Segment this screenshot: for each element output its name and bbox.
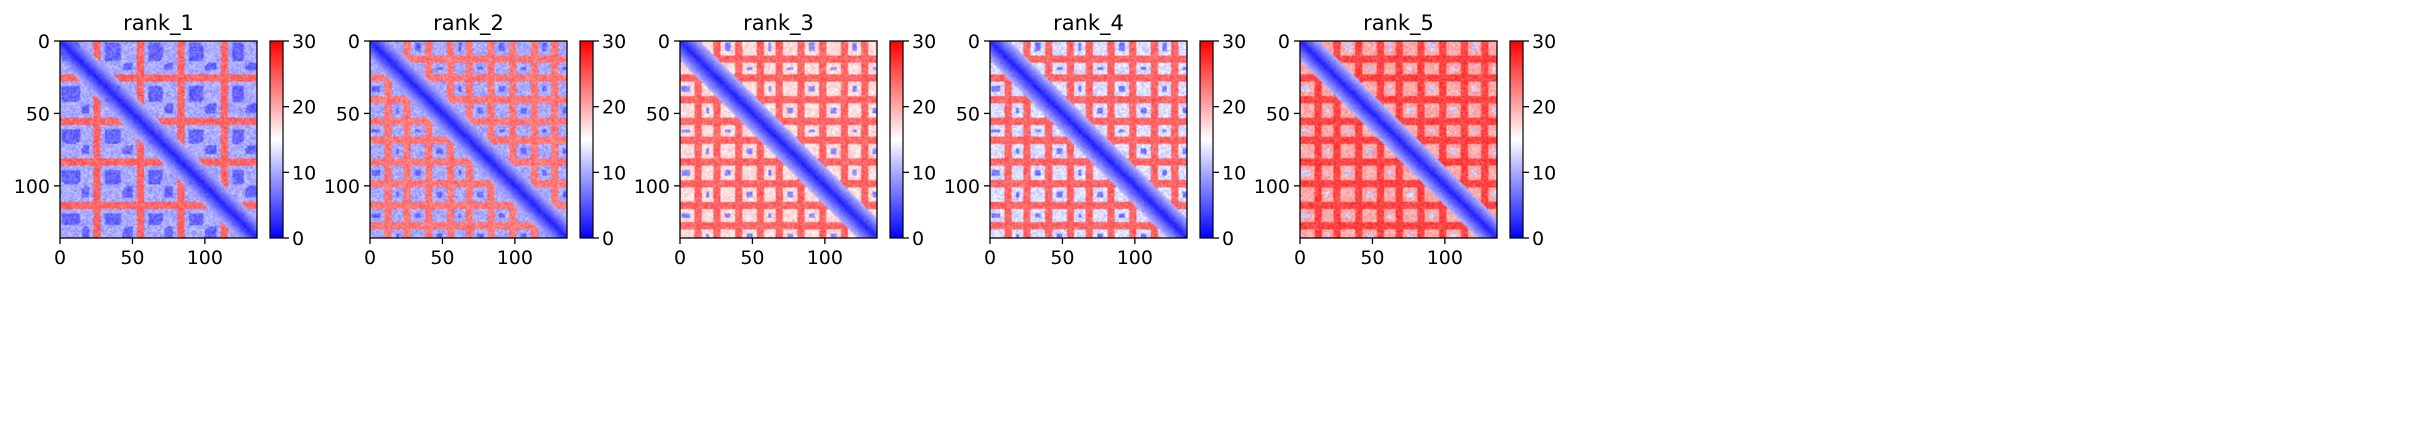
x-tick-label: 100 — [497, 247, 533, 269]
x-tick-label: 50 — [1360, 247, 1384, 269]
plot-frame — [1299, 40, 1498, 239]
colorbar-tick-label: 30 — [1532, 31, 1556, 53]
heatmap-panel-1: rank_1 0 50 100 0 50 100 0 10 20 30 — [14, 11, 316, 269]
colorbar — [1509, 40, 1524, 239]
heatmap-panel-3: rank_3 0 50 100 0 50 100 0 10 20 30 — [634, 11, 936, 269]
x-tick-label: 50 — [120, 247, 144, 269]
y-tick-label: 0 — [1278, 31, 1290, 53]
colorbar — [579, 40, 594, 239]
y-tick-label: 0 — [38, 31, 50, 53]
colorbar-tick-label: 20 — [912, 97, 936, 119]
colorbar-tick-label: 30 — [912, 31, 936, 53]
x-tick-label: 0 — [984, 247, 996, 269]
heatmap-cells — [60, 41, 257, 238]
x-tick-label: 50 — [1050, 247, 1074, 269]
x-tick-label: 100 — [187, 247, 223, 269]
x-tick-label: 0 — [364, 247, 376, 269]
plot-frame — [59, 40, 258, 239]
y-tick-label: 50 — [1266, 103, 1290, 125]
plot-frame — [679, 40, 878, 239]
x-tick-label: 0 — [54, 247, 66, 269]
colorbar-tick-label: 10 — [912, 162, 936, 184]
colorbar-tick-label: 0 — [912, 228, 924, 250]
y-tick-label: 100 — [14, 176, 50, 198]
panel-title: rank_4 — [1053, 11, 1124, 36]
plot-frame — [989, 40, 1188, 239]
x-tick-label: 100 — [1427, 247, 1463, 269]
colorbar-tick-label: 20 — [1532, 97, 1556, 119]
heatmap-panel-4: rank_4 0 50 100 0 50 100 0 10 20 30 — [944, 11, 1246, 269]
y-tick-label: 50 — [956, 103, 980, 125]
y-tick-label: 0 — [658, 31, 670, 53]
y-tick-label: 100 — [1254, 176, 1290, 198]
y-tick-label: 100 — [634, 176, 670, 198]
y-tick-label: 50 — [646, 103, 670, 125]
y-tick-label: 0 — [348, 31, 360, 53]
heatmap-panel-2: rank_2 0 50 100 0 50 100 0 10 20 30 — [324, 11, 626, 269]
colorbar — [269, 40, 284, 239]
colorbar-tick-label: 0 — [292, 228, 304, 250]
heatmap-cells — [990, 41, 1187, 238]
colorbar — [889, 40, 904, 239]
y-tick-label: 50 — [26, 103, 50, 125]
colorbar — [1199, 40, 1214, 239]
heatmap-cells — [680, 41, 877, 238]
heatmap-cells — [1300, 41, 1497, 238]
colorbar-tick-label: 0 — [1222, 228, 1234, 250]
colorbar-tick-label: 20 — [602, 97, 626, 119]
y-tick-label: 0 — [968, 31, 980, 53]
colorbar-tick-label: 10 — [292, 162, 316, 184]
colorbar-tick-label: 30 — [1222, 31, 1246, 53]
y-tick-label: 100 — [944, 176, 980, 198]
colorbar-tick-label: 10 — [1222, 162, 1246, 184]
colorbar-tick-label: 10 — [602, 162, 626, 184]
x-tick-label: 100 — [1117, 247, 1153, 269]
colorbar-tick-label: 30 — [602, 31, 626, 53]
colorbar-tick-label: 20 — [292, 97, 316, 119]
colorbar-tick-label: 0 — [602, 228, 614, 250]
heatmap-cells — [370, 41, 567, 238]
colorbar-tick-label: 30 — [292, 31, 316, 53]
heatmap-panel-5: rank_5 0 50 100 0 50 100 0 10 20 30 — [1254, 11, 1556, 269]
x-tick-label: 50 — [430, 247, 454, 269]
colorbar-tick-label: 10 — [1532, 162, 1556, 184]
x-tick-label: 0 — [674, 247, 686, 269]
panel-title: rank_5 — [1363, 11, 1434, 36]
panel-title: rank_1 — [123, 11, 194, 36]
x-tick-label: 100 — [807, 247, 843, 269]
colorbar-tick-label: 20 — [1222, 97, 1246, 119]
x-tick-label: 50 — [740, 247, 764, 269]
x-tick-label: 0 — [1294, 247, 1306, 269]
y-tick-label: 100 — [324, 176, 360, 198]
plot-frame — [369, 40, 568, 239]
panel-title: rank_3 — [743, 11, 814, 36]
colorbar-tick-label: 0 — [1532, 228, 1544, 250]
panel-title: rank_2 — [433, 11, 504, 36]
y-tick-label: 50 — [336, 103, 360, 125]
